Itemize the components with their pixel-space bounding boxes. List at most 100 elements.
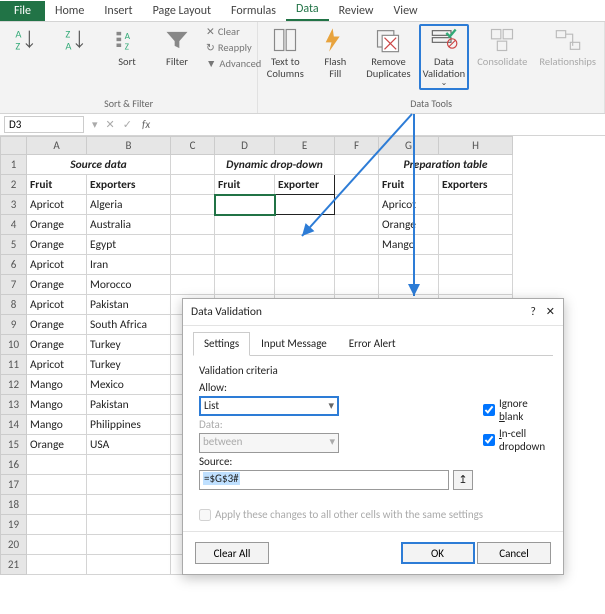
cell-B15[interactable]: USA <box>87 435 171 455</box>
cell-F2[interactable] <box>335 175 379 195</box>
cell-A18[interactable] <box>27 495 87 515</box>
cell-B20[interactable] <box>87 535 171 555</box>
tab-review[interactable]: Review <box>329 1 384 21</box>
cell-A19[interactable] <box>27 515 87 535</box>
cell-A21[interactable] <box>27 555 87 575</box>
cell-H3[interactable] <box>439 195 513 215</box>
cell-B4[interactable]: Australia <box>87 215 171 235</box>
cell-B16[interactable] <box>87 455 171 475</box>
tab-file[interactable]: File <box>0 1 45 21</box>
cell-F1[interactable] <box>335 155 379 175</box>
cell-G6[interactable] <box>379 255 439 275</box>
cell-F4[interactable] <box>335 215 379 235</box>
cancel-icon[interactable]: ✕ <box>102 118 119 131</box>
cell-C3[interactable] <box>171 195 215 215</box>
namebox-dropdown-icon[interactable]: ▾ <box>88 118 102 131</box>
cell-H4[interactable] <box>439 215 513 235</box>
cell-E2[interactable]: Exporter <box>275 175 335 195</box>
tab-page-layout[interactable]: Page Layout <box>143 1 221 21</box>
cell-A16[interactable] <box>27 455 87 475</box>
relationships-button[interactable]: Relationships <box>535 24 600 70</box>
cell-B18[interactable] <box>87 495 171 515</box>
cell-C1[interactable] <box>171 155 215 175</box>
cell-D3[interactable] <box>215 195 275 215</box>
cell-B5[interactable]: Egypt <box>87 235 171 255</box>
text-to-columns-button[interactable]: Text to Columns <box>262 24 308 81</box>
dialog-tab-input-message[interactable]: Input Message <box>250 332 338 355</box>
flash-fill-button[interactable]: Flash Fill <box>312 24 358 81</box>
cell-A15[interactable]: Orange <box>27 435 87 455</box>
cell-D1[interactable]: Dynamic drop-down <box>215 155 335 175</box>
cell-C2[interactable] <box>171 175 215 195</box>
cell-A1[interactable]: Source data <box>27 155 171 175</box>
cell-D5[interactable] <box>215 235 275 255</box>
cell-C5[interactable] <box>171 235 215 255</box>
name-box[interactable] <box>4 116 84 133</box>
tab-data[interactable]: Data <box>286 0 329 21</box>
cell-G3[interactable]: Apricot <box>379 195 439 215</box>
cell-A17[interactable] <box>27 475 87 495</box>
cell-H5[interactable] <box>439 235 513 255</box>
cell-A12[interactable]: Mango <box>27 375 87 395</box>
dialog-tab-error-alert[interactable]: Error Alert <box>338 332 407 355</box>
sort-button[interactable]: AZSort <box>104 24 150 70</box>
cell-G2[interactable]: Fruit <box>379 175 439 195</box>
cell-A7[interactable]: Orange <box>27 275 87 295</box>
cell-B9[interactable]: South Africa <box>87 315 171 335</box>
cell-C4[interactable] <box>171 215 215 235</box>
data-validation-button[interactable]: Data Validation⌄ <box>419 24 470 90</box>
cell-B8[interactable]: Pakistan <box>87 295 171 315</box>
cell-A20[interactable] <box>27 535 87 555</box>
cell-E7[interactable] <box>275 275 335 295</box>
cell-H2[interactable]: Exporters <box>439 175 513 195</box>
advanced-filter-button[interactable]: ▼Advanced <box>204 56 263 71</box>
cell-A5[interactable]: Orange <box>27 235 87 255</box>
source-input[interactable]: =$G$3# <box>199 470 449 490</box>
cell-F7[interactable] <box>335 275 379 295</box>
cell-F5[interactable] <box>335 235 379 255</box>
tab-home[interactable]: Home <box>45 1 94 21</box>
cell-B13[interactable]: Pakistan <box>87 395 171 415</box>
cell-B21[interactable] <box>87 555 171 575</box>
remove-duplicates-button[interactable]: Remove Duplicates <box>362 24 414 81</box>
tab-view[interactable]: View <box>384 1 428 21</box>
cell-B14[interactable]: Philippines <box>87 415 171 435</box>
clear-all-button[interactable]: Clear All <box>195 542 269 564</box>
cell-B12[interactable]: Mexico <box>87 375 171 395</box>
close-icon[interactable]: ✕ <box>546 305 555 318</box>
cell-E4[interactable] <box>275 215 335 235</box>
cell-A13[interactable]: Mango <box>27 395 87 415</box>
cell-E6[interactable] <box>275 255 335 275</box>
cell-A3[interactable]: Apricot <box>27 195 87 215</box>
consolidate-button[interactable]: Consolidate <box>473 24 531 70</box>
sort-za-button[interactable]: ZA <box>54 24 100 58</box>
cell-G7[interactable] <box>379 275 439 295</box>
cell-B3[interactable]: Algeria <box>87 195 171 215</box>
cell-A8[interactable]: Apricot <box>27 295 87 315</box>
cell-B2[interactable]: Exporters <box>87 175 171 195</box>
cell-G5[interactable]: Mango <box>379 235 439 255</box>
cell-C7[interactable] <box>171 275 215 295</box>
tab-insert[interactable]: Insert <box>94 1 142 21</box>
filter-button[interactable]: Filter <box>154 24 200 70</box>
cell-D6[interactable] <box>215 255 275 275</box>
range-picker-button[interactable]: ↥ <box>453 470 473 490</box>
dialog-tab-settings[interactable]: Settings <box>193 332 250 356</box>
clear-filter-button[interactable]: ✕Clear <box>204 24 263 39</box>
cell-B19[interactable] <box>87 515 171 535</box>
cell-C6[interactable] <box>171 255 215 275</box>
cell-G4[interactable]: Orange <box>379 215 439 235</box>
ignore-blank-checkbox[interactable]: Ignore blank <box>483 397 547 423</box>
fx-icon[interactable]: fx <box>136 118 156 131</box>
cell-A10[interactable]: Orange <box>27 335 87 355</box>
cell-H7[interactable] <box>439 275 513 295</box>
cell-A9[interactable]: Orange <box>27 315 87 335</box>
cell-D7[interactable] <box>215 275 275 295</box>
cell-A11[interactable]: Apricot <box>27 355 87 375</box>
ok-button[interactable]: OK <box>401 542 475 564</box>
enter-icon[interactable]: ✓ <box>119 118 136 131</box>
cell-A6[interactable]: Apricot <box>27 255 87 275</box>
cell-D4[interactable] <box>215 215 275 235</box>
cell-E3[interactable] <box>275 195 335 215</box>
cell-H6[interactable] <box>439 255 513 275</box>
